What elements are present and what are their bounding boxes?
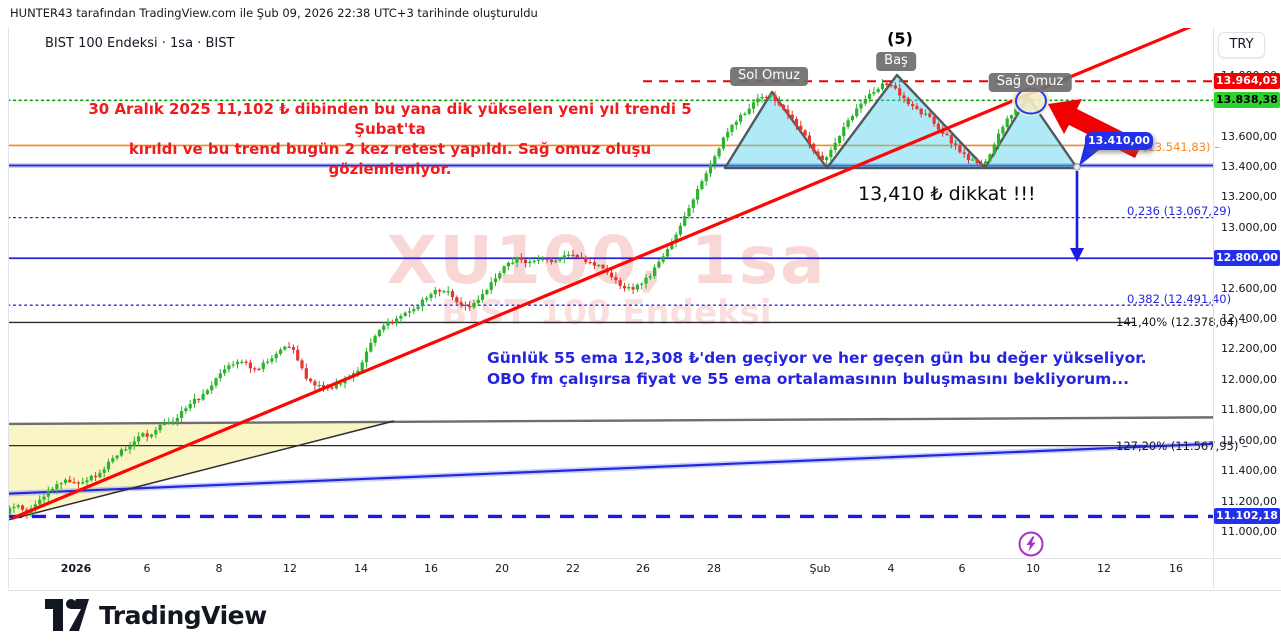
trend-break-note-line1: 30 Aralık 2025 11,102 ₺ dibinden bu yana…	[88, 100, 692, 138]
pane-left-border	[8, 28, 9, 588]
trend-break-note: 30 Aralık 2025 11,102 ₺ dibinden bu yana…	[70, 99, 710, 179]
flash-icon[interactable]	[1016, 529, 1046, 559]
ema-note: Günlük 55 ema 12,308 ₺'den geçiyor ve he…	[487, 348, 1177, 390]
target-down-arrowhead	[1070, 248, 1084, 262]
retest-highlight-fill	[1012, 86, 1050, 116]
ema-note-line1: Günlük 55 ema 12,308 ₺'den geçiyor ve he…	[487, 349, 1147, 367]
neckline-price-callout: 13.410,00	[1085, 132, 1153, 150]
time-axis-top-border	[8, 558, 1281, 559]
ema-note-line2: OBO fm çalışırsa fiyat ve 55 ema ortalam…	[487, 370, 1129, 388]
hs-triangle-sol-omuz[interactable]	[723, 90, 829, 170]
chart-title: BIST 100 Endeksi · 1sa · BIST	[45, 36, 235, 51]
trendline-gray-horizontal[interactable]	[0, 416, 1281, 426]
trendline-wedge-diagonal[interactable]	[0, 420, 395, 522]
tradingview-logo[interactable]: TradingView	[45, 599, 267, 631]
tradingview-logo-icon	[45, 599, 89, 631]
callout-pointer	[1079, 139, 1099, 166]
pane-drawings	[0, 28, 1281, 522]
attention-note: 13,410 ₺ dikkat !!!	[858, 183, 1036, 205]
time-axis-bottom-border	[8, 590, 1281, 591]
trend-break-note-line2: kırıldı ve bu trend bugün 2 kez retest y…	[128, 140, 652, 178]
candles	[8, 78, 1035, 519]
pane-right-border	[1213, 28, 1214, 588]
tradingview-wordmark: TradingView	[99, 600, 267, 630]
attribution-text: HUNTER43 tarafından TradingView.com ile …	[10, 6, 538, 20]
neckline-anchor-marker[interactable]	[1073, 163, 1081, 171]
currency-button[interactable]: TRY	[1218, 32, 1265, 58]
trendline-blue-longterm[interactable]	[0, 441, 1281, 495]
